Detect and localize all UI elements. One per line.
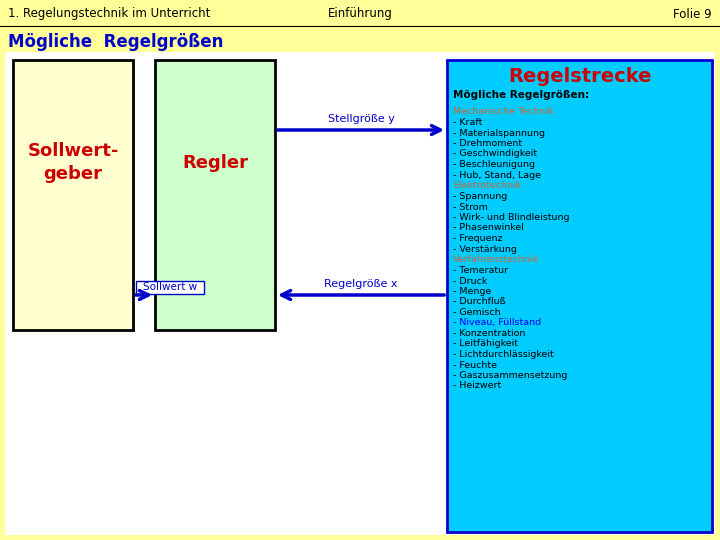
Bar	[13, 60, 133, 330]
Text: - Gemisch: - Gemisch	[453, 308, 500, 317]
Text: Folie 9: Folie 9	[673, 8, 712, 21]
Text: Regler: Regler	[182, 153, 248, 172]
Text: Mechanische Technik:: Mechanische Technik:	[453, 107, 557, 116]
Text: Regelgröße x: Regelgröße x	[324, 279, 397, 289]
Text: - Druck: - Druck	[453, 276, 487, 286]
Text: Elektrotechnik: Elektrotechnik	[453, 181, 521, 190]
Text: - Drehmoment: - Drehmoment	[453, 139, 522, 148]
Text: - Leitfähigkeit: - Leitfähigkeit	[453, 340, 518, 348]
Text: - Menge: - Menge	[453, 287, 491, 296]
Text: - Niveau, Füllstand: - Niveau, Füllstand	[453, 319, 541, 327]
Text: 1. Regelungstechnik im Unterricht: 1. Regelungstechnik im Unterricht	[8, 8, 210, 21]
Text: Sollwert-
geber: Sollwert- geber	[27, 142, 119, 184]
Text: - Phasenwinkel: - Phasenwinkel	[453, 224, 524, 233]
Bar	[5, 52, 715, 535]
Text: - Feuchte: - Feuchte	[453, 361, 497, 369]
Text: - Verstärkung: - Verstärkung	[453, 245, 517, 253]
Bar	[136, 281, 204, 294]
Text: Regelstrecke: Regelstrecke	[508, 66, 652, 85]
Text: Mögliche  Regelgrößen: Mögliche Regelgrößen	[8, 33, 223, 51]
Bar	[447, 60, 712, 532]
Text: Einführung: Einführung	[328, 8, 392, 21]
Text: - Geschwindigkeit: - Geschwindigkeit	[453, 150, 537, 159]
Text: - Konzentration: - Konzentration	[453, 329, 526, 338]
Text: - Gaszusammensetzung: - Gaszusammensetzung	[453, 371, 567, 380]
Text: - Durchfluß: - Durchfluß	[453, 298, 505, 307]
Text: - Kraft: - Kraft	[453, 118, 482, 127]
Bar	[155, 60, 275, 330]
Text: Sollwert w: Sollwert w	[143, 282, 197, 293]
Text: - Beschleunigung: - Beschleunigung	[453, 160, 535, 169]
Text: - Lichtdurchlässigkeit: - Lichtdurchlässigkeit	[453, 350, 554, 359]
Text: - Heizwert: - Heizwert	[453, 381, 501, 390]
Text: - Materialspannung: - Materialspannung	[453, 129, 545, 138]
Text: - Strom: - Strom	[453, 202, 488, 212]
Text: Mögliche Regelgrößen:: Mögliche Regelgrößen:	[453, 90, 589, 100]
Text: - Wirk- und Blindleistung: - Wirk- und Blindleistung	[453, 213, 570, 222]
Text: Verfahrenstechnik: Verfahrenstechnik	[453, 255, 539, 264]
Text: Stellgröße y: Stellgröße y	[328, 114, 395, 124]
Text: - Hub, Stand, Lage: - Hub, Stand, Lage	[453, 171, 541, 179]
Text: - Frequenz: - Frequenz	[453, 234, 503, 243]
Text: - Temeratur: - Temeratur	[453, 266, 508, 275]
Text: - Spannung: - Spannung	[453, 192, 508, 201]
